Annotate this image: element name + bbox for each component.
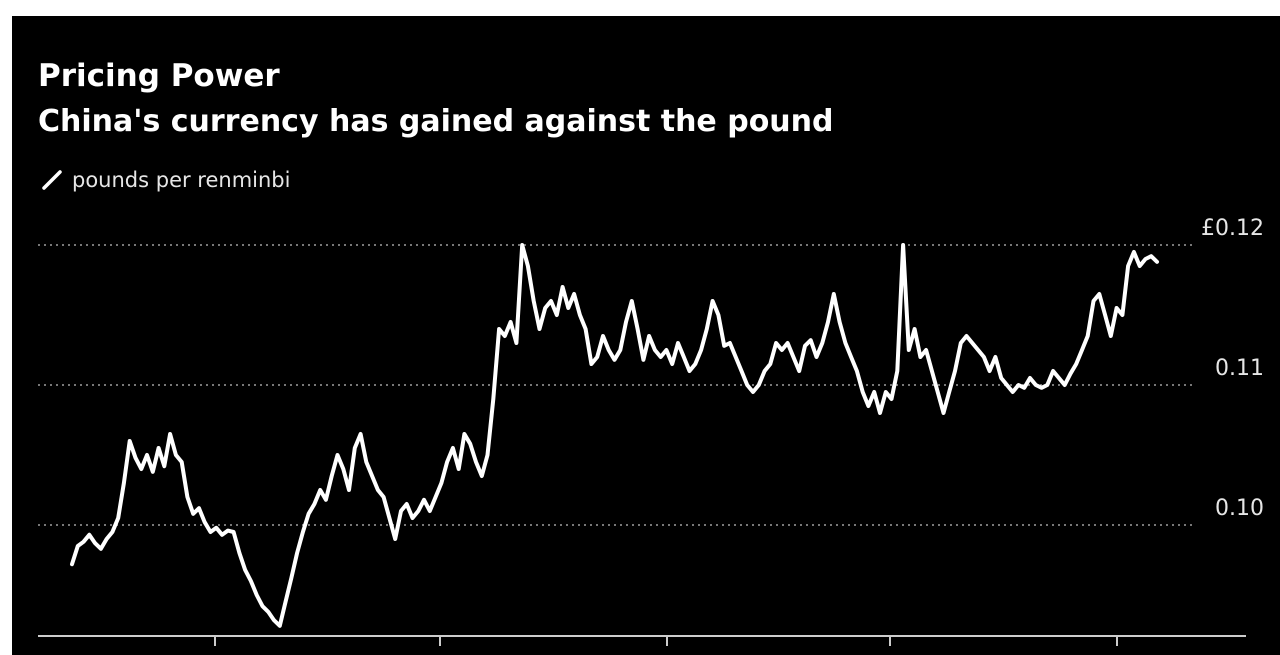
series-line-pounds-per-renminbi [70,243,1159,628]
grid-lines [38,244,1192,526]
chart-subtitle: China's currency has gained against the … [38,104,834,139]
chart-title: Pricing Power [38,58,280,94]
line-chart: 0.10 0.11 £0.12 [38,216,1264,646]
legend-line-icon [42,170,62,190]
y-tick-label: £0.12 [1201,216,1264,241]
x-axis [38,635,1246,646]
legend: pounds per renminbi [40,168,290,192]
y-tick-label: 0.11 [1215,356,1264,381]
y-tick-label: 0.10 [1215,496,1264,521]
chart-frame: Pricing Power China's currency has gaine… [12,16,1280,655]
legend-label: pounds per renminbi [72,168,291,192]
y-axis-ticks: 0.10 0.11 £0.12 [1201,216,1264,521]
